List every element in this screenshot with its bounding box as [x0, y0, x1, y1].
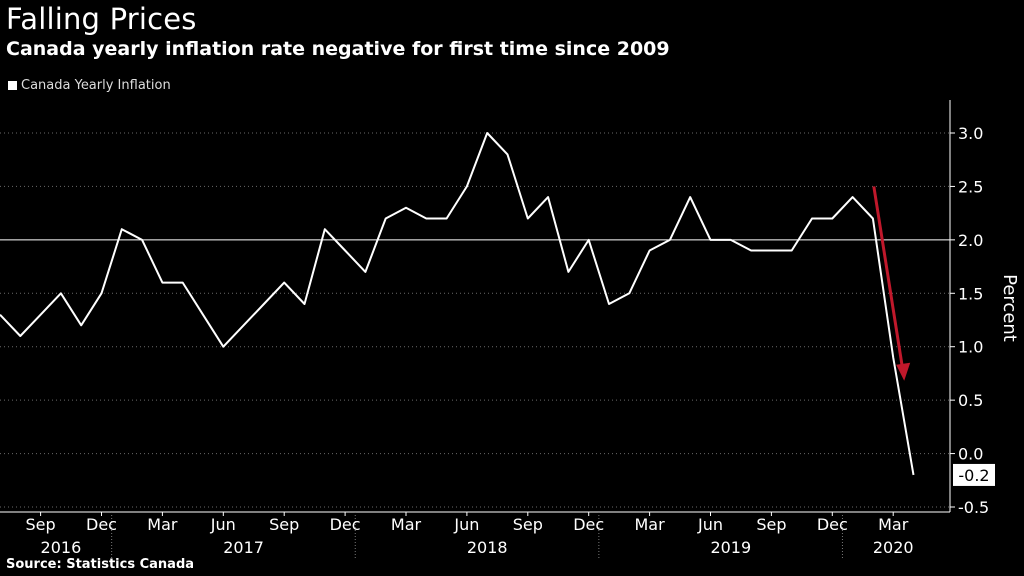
x-year-label: 2019 — [710, 538, 751, 557]
x-tick-label: Mar — [878, 515, 909, 534]
chart-subtitle: Canada yearly inflation rate negative fo… — [6, 38, 670, 60]
x-tick-label: Mar — [635, 515, 666, 534]
x-tick-label: Mar — [391, 515, 422, 534]
x-tick-label: Dec — [817, 515, 848, 534]
x-year-label: 2018 — [467, 538, 508, 557]
y-tick-label: 0.0 — [958, 445, 983, 464]
x-tick-label: Jun — [453, 515, 479, 534]
x-tick-label: Sep — [26, 515, 56, 534]
y-tick-label: 3.0 — [958, 124, 983, 143]
x-tick-label: Mar — [147, 515, 178, 534]
x-tick-label: Jun — [210, 515, 236, 534]
x-year-label: 2016 — [41, 538, 82, 557]
y-tick-label: -0.5 — [958, 498, 989, 517]
chart-title: Falling Prices — [6, 2, 197, 36]
annotation-arrow-head — [896, 362, 911, 381]
x-tick-label: Dec — [573, 515, 604, 534]
y-tick-label: 2.5 — [958, 177, 983, 196]
last-value-label: -0.2 — [958, 466, 989, 485]
x-tick-label: Sep — [269, 515, 299, 534]
y-tick-label: 2.0 — [958, 231, 983, 250]
source-note: Source: Statistics Canada — [6, 557, 195, 572]
last-value-box — [953, 463, 995, 486]
x-year-label: 2017 — [223, 538, 264, 557]
y-tick-label: 1.5 — [958, 284, 983, 303]
annotation-arrow-shaft — [872, 186, 905, 374]
legend: Canada Yearly Inflation — [8, 78, 171, 93]
legend-swatch — [8, 81, 17, 90]
x-tick-label: Dec — [330, 515, 361, 534]
x-tick-label: Dec — [86, 515, 117, 534]
x-year-label: 2020 — [873, 538, 914, 557]
x-tick-label: Sep — [513, 515, 543, 534]
y-tick-label: 0.5 — [958, 391, 983, 410]
legend-label: Canada Yearly Inflation — [21, 78, 171, 93]
y-tick-label: 1.0 — [958, 338, 983, 357]
y-axis-label: Percent — [999, 274, 1020, 342]
x-tick-label: Jun — [697, 515, 723, 534]
series-line — [0, 132, 915, 476]
x-tick-label: Sep — [756, 515, 786, 534]
